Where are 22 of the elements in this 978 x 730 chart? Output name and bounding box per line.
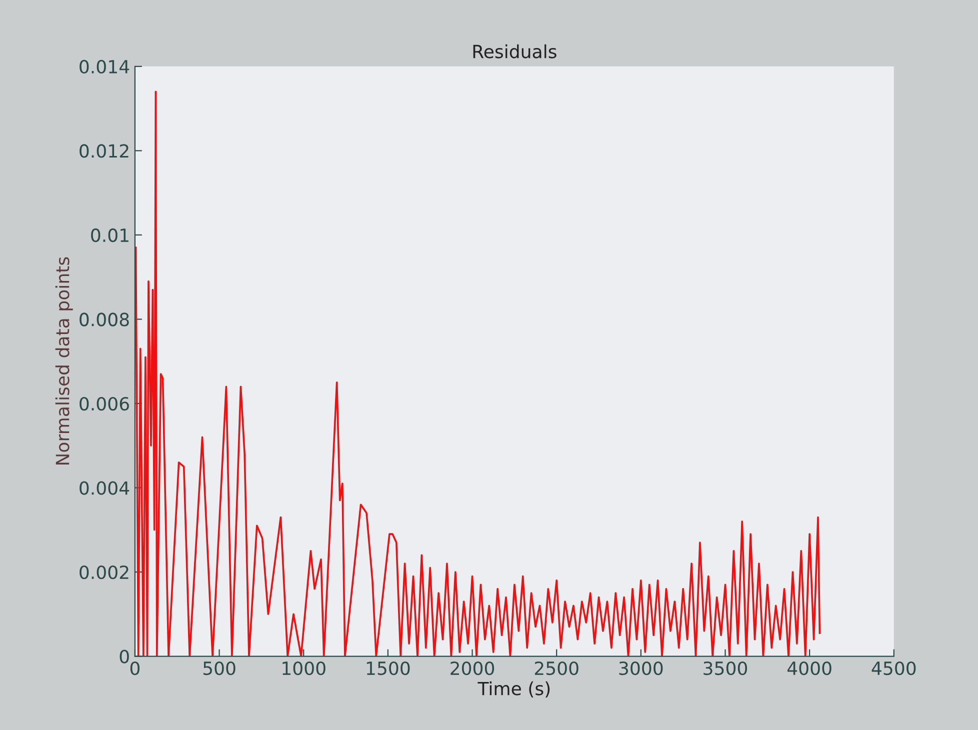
y-tick-label: 0	[120, 650, 129, 664]
y-tick-label: 0.014	[80, 60, 130, 74]
x-tick-label: 2000	[450, 661, 494, 676]
line-series	[134, 90, 821, 656]
y-tick-label: 0.008	[80, 312, 129, 326]
x-tick-label: 2500	[534, 661, 578, 676]
x-tick-label: 1000	[282, 661, 326, 676]
y-tick-label: 0.012	[80, 144, 128, 158]
y-axis-title: Normalised data points	[55, 257, 73, 465]
chart-title: Residuals	[473, 44, 556, 58]
y-tick-label: 0.01	[91, 228, 128, 242]
x-tick-label: 0	[130, 661, 140, 676]
x-tick-label: 3000	[619, 661, 663, 676]
x-tick-label: 1500	[366, 661, 410, 676]
y-tick-label: 0.002	[80, 565, 128, 580]
x-axis-title: Time (s)	[478, 681, 550, 698]
x-tick-label: 3500	[704, 661, 748, 676]
y-tick-label: 0.006	[80, 396, 129, 411]
y-tick-label: 0.004	[80, 481, 130, 495]
x-tick-label: 4000	[787, 661, 832, 676]
x-tick-label: 4500	[872, 661, 916, 676]
x-tick-label: 500	[203, 661, 236, 676]
